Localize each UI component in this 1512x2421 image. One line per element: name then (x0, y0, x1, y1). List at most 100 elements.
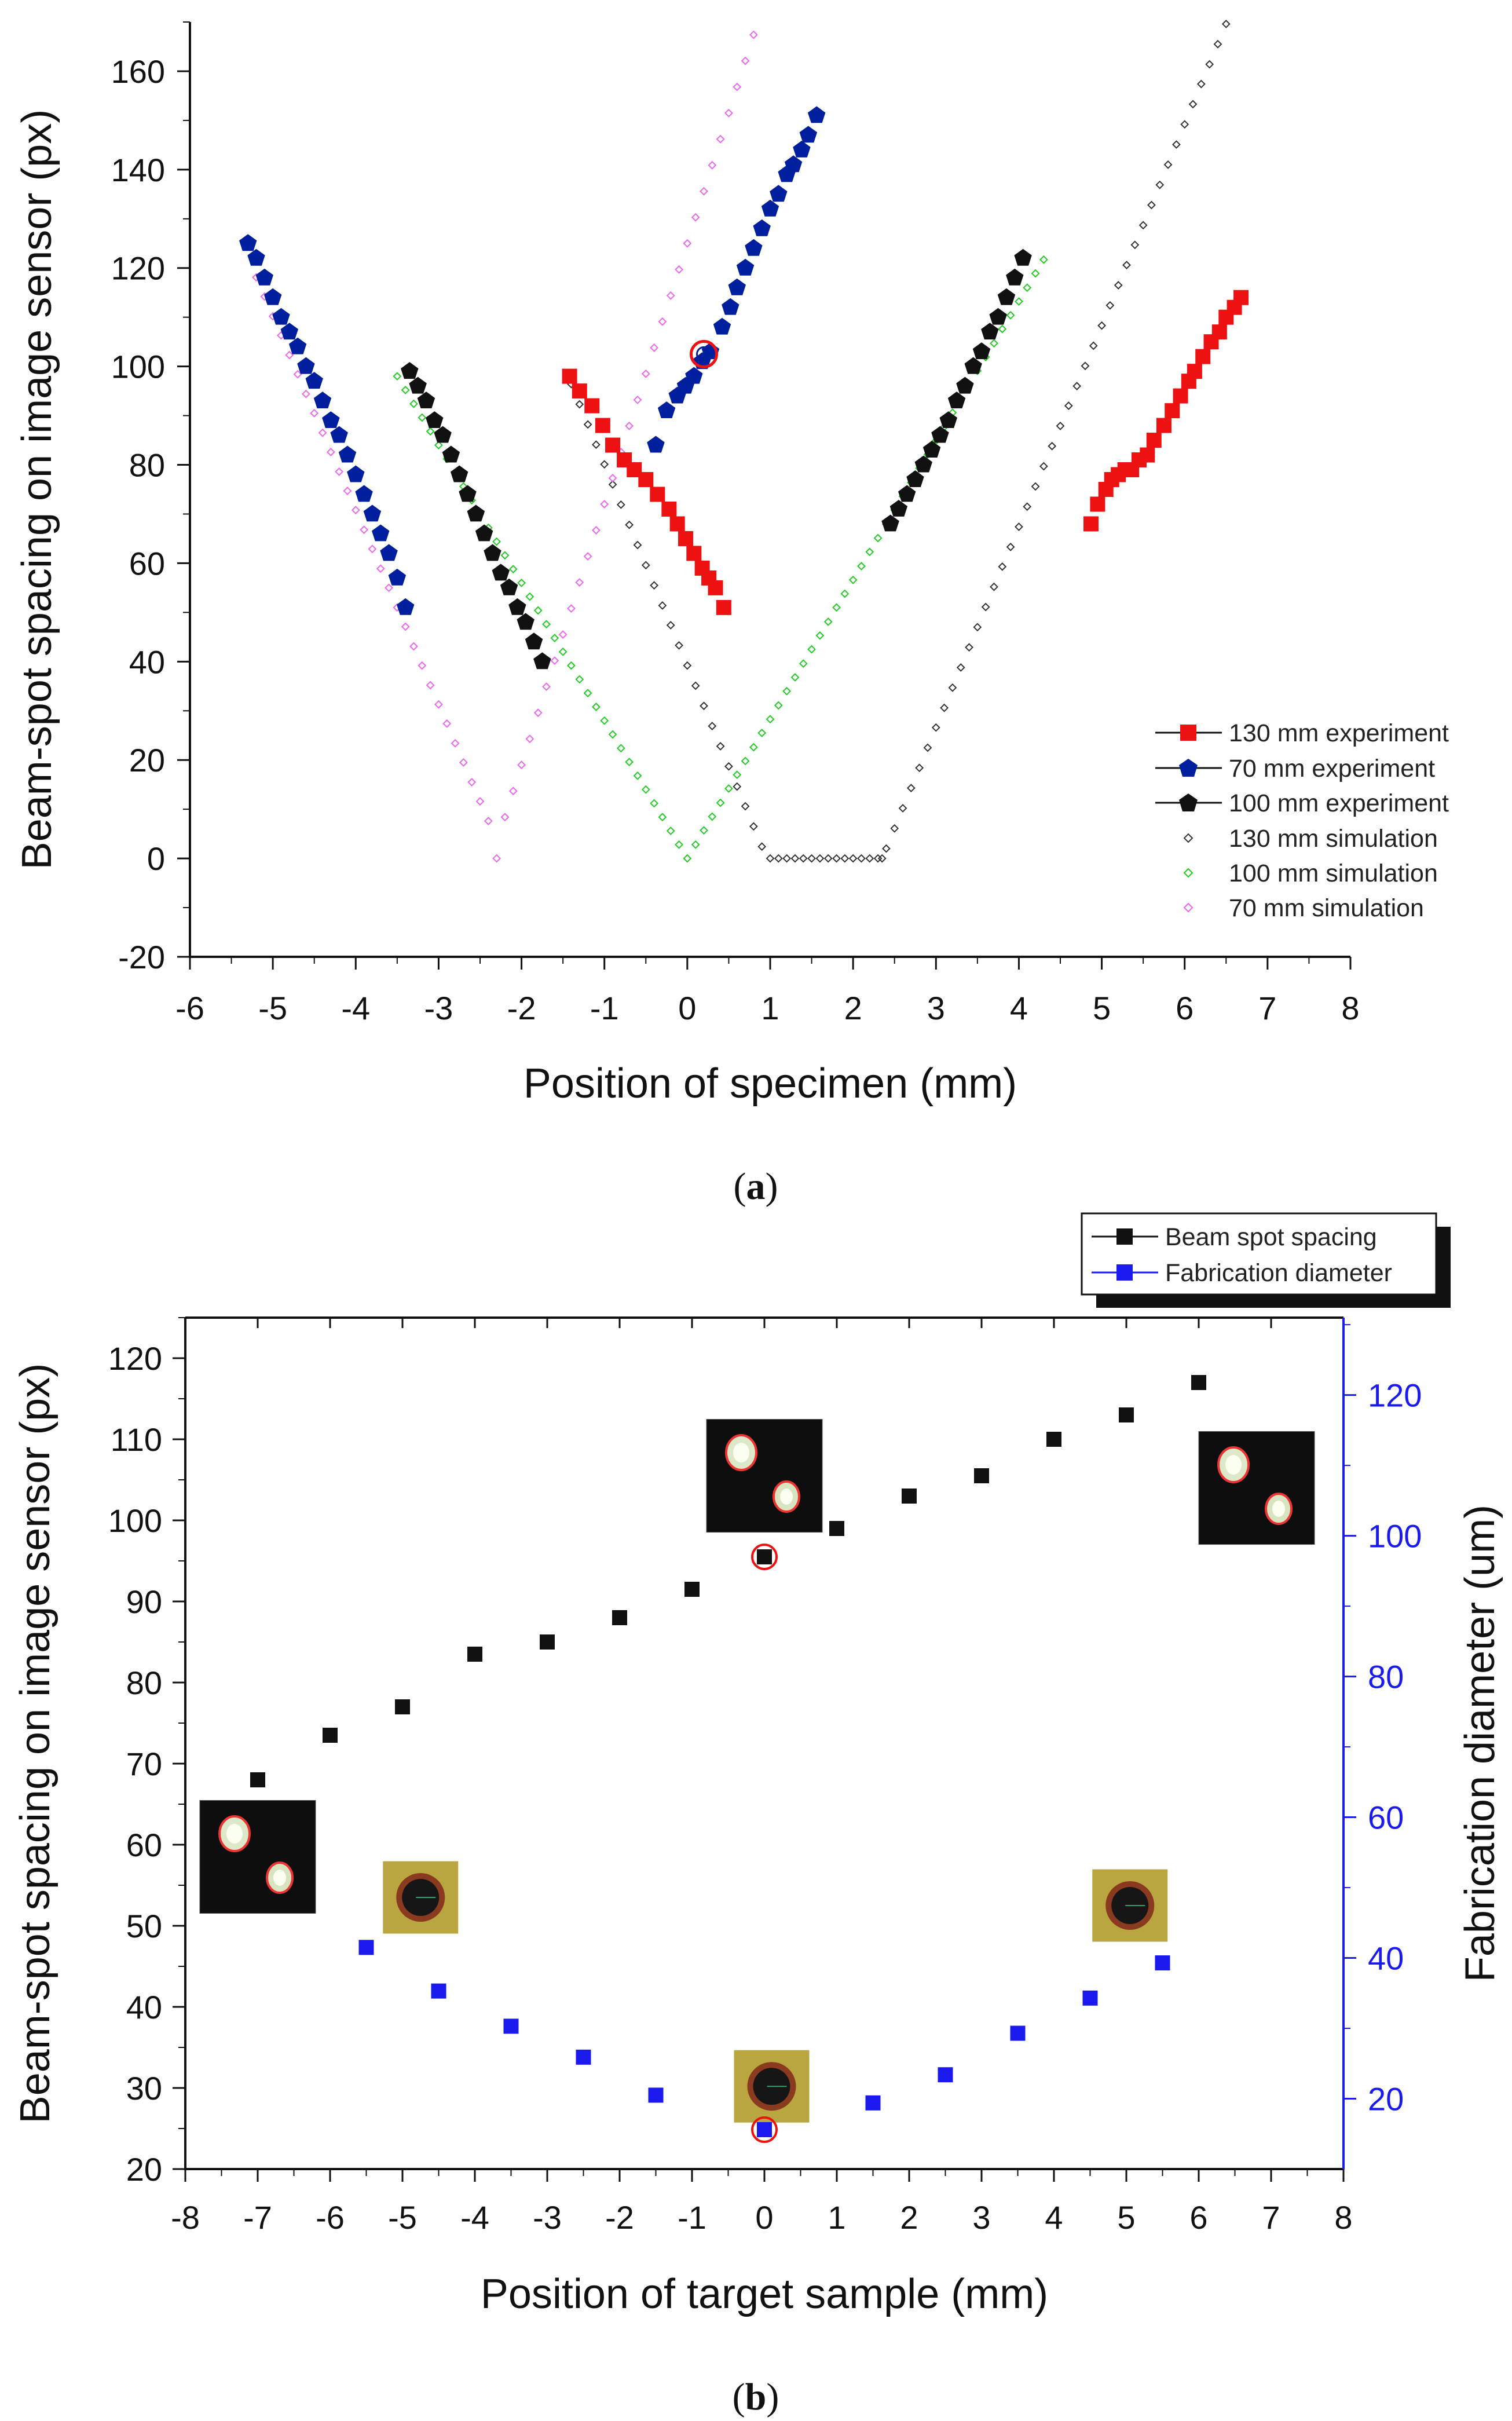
chart-a-point-130-mm-simulation (641, 561, 650, 570)
legend-marker-beam-spot-spacing (1116, 1228, 1133, 1245)
chart-a-point-70-mm-experiment (799, 126, 818, 143)
chart-a-point-70-mm-simulation (467, 778, 477, 787)
chart-a-point-70-mm-experiment (372, 524, 390, 542)
chart-a-point-130-mm-simulation (1089, 341, 1098, 350)
chart-a-point-130-mm-simulation (1171, 140, 1181, 149)
chart-a-point-70-mm-experiment (770, 185, 788, 202)
chart-a-point-130-mm-simulation (658, 601, 667, 610)
chart-b-point-beam-spot-spacing (467, 1647, 482, 1662)
chart-a-point-130-mm-simulation (675, 641, 683, 650)
chart-a-point-100-mm-experiment (964, 357, 982, 374)
chart-b-point-beam-spot-spacing (540, 1634, 555, 1650)
chart-a-y-tick-label: 160 (111, 53, 165, 90)
chart-a-point-130-mm-simulation (650, 581, 659, 590)
chart-a-point-130-mm-simulation (724, 762, 733, 771)
chart-a-point-100-mm-simulation (700, 826, 708, 835)
chart-a-point-100-mm-experiment (1006, 268, 1024, 286)
chart-b-y-tick-label: 30 (126, 2070, 162, 2107)
legend-label-beam-spot-spacing: Beam spot spacing (1165, 1223, 1377, 1251)
chart-b-point-fabrication-diameter (1155, 1955, 1170, 1971)
chart-b-y2-tick-label: 80 (1368, 1659, 1404, 1695)
chart-a-marks (239, 19, 1249, 863)
beam-spot-2-core (780, 1489, 793, 1505)
chart-b-highlight-circle (751, 1544, 778, 1570)
chart-b-panel-label: (b) (733, 2376, 779, 2418)
chart-a-point-70-mm-experiment (753, 219, 771, 236)
chart-a-point-70-mm-experiment (288, 337, 307, 354)
chart-a-point-70-mm-experiment (761, 199, 779, 217)
chart-a-x-tick-label: 1 (761, 990, 779, 1026)
chart-a-point-130-mm-simulation (1031, 482, 1040, 491)
chart-a-point-130-mm-simulation (1188, 100, 1198, 109)
chart-a-panel-label: (a) (734, 1165, 778, 1208)
chart-b-point-fabrication-diameter (431, 1983, 446, 1999)
chart-a-point-130-mm-simulation (948, 683, 957, 692)
chart-a-point-100-mm-simulation (583, 689, 592, 698)
chart-a-point-130-mm-simulation (915, 763, 924, 773)
chart-a-x-tick-label: -4 (341, 990, 370, 1026)
chart-a-point-70-mm-experiment (322, 411, 340, 428)
chart-a-highlight-circle (689, 339, 718, 368)
chart-a-point-100-mm-experiment (459, 485, 477, 502)
chart-a-point-70-mm-experiment (793, 140, 811, 158)
chart-a-point-130-mm-simulation (973, 623, 982, 632)
chart-a-x-tick-label: -2 (507, 990, 536, 1026)
chart-a-series-70-mm-simulation (252, 30, 758, 863)
chart-a-point-100-mm-experiment (484, 544, 501, 561)
chart-a-point-130-mm-experiment (1173, 388, 1188, 404)
chart-a-point-70-mm-simulation (533, 708, 543, 718)
chart-a-point-100-mm-simulation (848, 575, 858, 584)
chart-a-point-70-mm-experiment (363, 504, 382, 522)
chart-a-point-100-mm-simulation (683, 854, 692, 863)
chart-a-point-130-mm-experiment (562, 368, 577, 384)
chart-a-x-tick-label: -6 (175, 990, 204, 1026)
chart-a-point-70-mm-simulation (666, 291, 675, 300)
chart-a-point-130-mm-experiment (650, 487, 665, 502)
chart-a-point-100-mm-simulation (608, 730, 617, 739)
chart-a-legend: 130 mm experiment 70 mm experiment 100 m… (1155, 719, 1449, 922)
chart-b-y-tick-label: 20 (126, 2151, 162, 2188)
chart-a-point-100-mm-experiment (939, 411, 957, 428)
chart-a-point-70-mm-simulation (285, 350, 294, 360)
chart-a-point-100-mm-experiment (889, 500, 908, 517)
chart-a-point-130-mm-experiment (584, 398, 600, 414)
chart-a-point-130-mm-experiment (678, 531, 693, 546)
chart-a-axes (189, 22, 1350, 958)
chart-a-point-100-mm-simulation (542, 620, 551, 629)
chart-a-point-70-mm-simulation (724, 108, 733, 118)
beam-spot-2-core (273, 1870, 286, 1886)
chart-a-point-70-mm-simulation (641, 369, 650, 378)
chart-a-point-100-mm-experiment (922, 441, 941, 458)
chart-a-point-100-mm-experiment (972, 342, 991, 360)
chart-b-point-beam-spot-spacing (829, 1521, 844, 1536)
chart-a-point-100-mm-experiment (956, 376, 974, 394)
chart-a-point-100-mm-simulation (815, 631, 825, 640)
chart-b-point-fabrication-diameter (865, 2095, 881, 2111)
chart-a-point-100-mm-experiment (475, 524, 493, 542)
chart-a-point-130-mm-experiment (1146, 433, 1162, 448)
chart-a-point-100-mm-simulation (857, 562, 866, 570)
chart-a-point-70-mm-simulation (418, 661, 427, 670)
chart-a-point-100-mm-simulation (658, 813, 667, 822)
beam-spot-image-left (199, 1800, 316, 1914)
chart-a-point-130-mm-simulation (898, 804, 907, 813)
chart-a-point-100-mm-simulation (774, 701, 783, 710)
chart-a-point-70-mm-simulation (633, 395, 642, 404)
chart-a-point-100-mm-simulation (749, 743, 758, 752)
beam-spot-1-core (733, 1443, 749, 1462)
chart-b-x-tick-label: -7 (243, 2199, 272, 2236)
chart-a-point-130-mm-experiment (1140, 447, 1155, 463)
chart-a-point-130-mm-simulation (1105, 301, 1115, 310)
chart-b-point-fabrication-diameter (503, 2018, 519, 2034)
chart-a-point-70-mm-simulation (335, 467, 344, 476)
chart-a-point-130-mm-simulation (1006, 542, 1015, 551)
beam-spot-background (199, 1800, 316, 1914)
chart-a-point-100-mm-experiment (517, 613, 534, 630)
chart-a-point-100-mm-simulation (1039, 255, 1048, 264)
chart-a-point-130-mm-simulation (691, 681, 700, 690)
chart-a-point-130-mm-simulation (1064, 401, 1073, 411)
chart-a-point-130-mm-simulation (1213, 39, 1222, 49)
chart-a-point-100-mm-experiment (434, 426, 452, 443)
chart-a-y-tick-label: 80 (129, 447, 165, 484)
